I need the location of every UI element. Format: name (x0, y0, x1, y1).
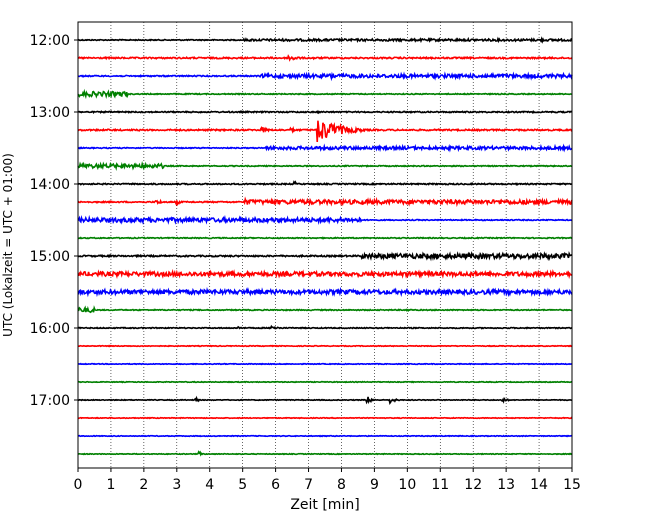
x-tick-label-13: 13 (497, 477, 515, 493)
x-tick-label-15: 15 (563, 477, 581, 493)
trace-1245 (77, 88, 573, 100)
x-tick-label-10: 10 (398, 477, 416, 493)
trace-1445 (77, 236, 573, 240)
x-tick-label-1: 1 (106, 477, 115, 493)
trace-1345 (77, 161, 573, 171)
y-tick-label-0: 12:00 (30, 33, 70, 49)
y-axis: 12:00 13:00 14:00 15:00 16:00 17:00 (30, 33, 78, 409)
trace-1430 (77, 214, 573, 226)
x-axis-label: Zeit [min] (290, 497, 359, 513)
trace-1645 (77, 380, 573, 384)
x-tick-label-9: 9 (370, 477, 379, 493)
trace-1230 (77, 71, 573, 82)
trace-1745 (77, 450, 573, 457)
x-tick-label-7: 7 (304, 477, 313, 493)
trace-1315 (77, 120, 573, 142)
trace-1415 (77, 196, 573, 208)
x-tick-label-3: 3 (172, 477, 181, 493)
trace-1545 (77, 305, 573, 314)
trace-1600 (77, 324, 573, 330)
trace-1615 (77, 344, 573, 348)
trace-1515 (77, 268, 573, 280)
y-axis-label: UTC (Lokalzeit = UTC + 01:00) (1, 153, 15, 337)
trace-1400 (77, 180, 573, 186)
x-tick-label-2: 2 (139, 477, 148, 493)
x-tick-label-11: 11 (431, 477, 449, 493)
trace-1715 (77, 416, 573, 420)
trace-1630 (77, 362, 573, 366)
trace-1530 (77, 286, 573, 298)
grid-lines (110, 22, 540, 468)
x-tick-label-8: 8 (337, 477, 346, 493)
trace-1215 (77, 54, 573, 62)
x-tick-label-0: 0 (74, 477, 83, 493)
trace-1330 (77, 143, 573, 153)
x-tick-label-14: 14 (530, 477, 548, 493)
y-tick-label-5: 17:00 (30, 393, 70, 409)
y-tick-label-4: 16:00 (30, 321, 70, 337)
trace-1500 (77, 250, 573, 262)
y-tick-label-1: 13:00 (30, 105, 70, 121)
traces (77, 36, 573, 457)
x-tick-label-6: 6 (271, 477, 280, 493)
plot-frame (77, 21, 573, 469)
x-tick-label-4: 4 (205, 477, 214, 493)
x-axis: 0 1 2 3 4 5 6 7 8 9 10 11 12 13 14 15 (74, 468, 581, 493)
x-tick-label-12: 12 (464, 477, 482, 493)
y-tick-label-3: 15:00 (30, 249, 70, 265)
trace-1700 (77, 395, 573, 405)
trace-1300 (77, 109, 573, 115)
trace-1200 (77, 36, 573, 44)
trace-1730 (77, 434, 573, 438)
y-tick-label-2: 14:00 (30, 177, 70, 193)
x-tick-label-5: 5 (238, 477, 247, 493)
